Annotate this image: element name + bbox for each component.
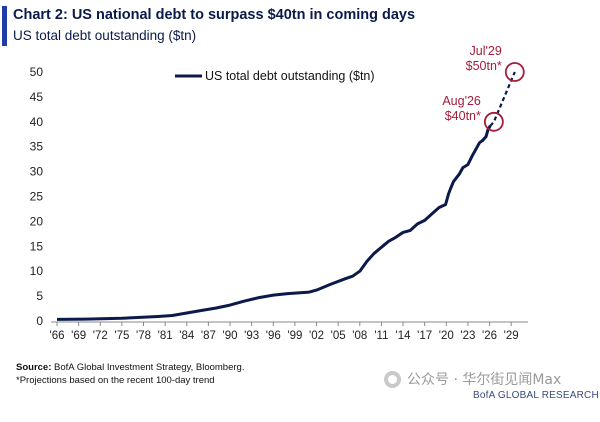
x-tick-label: '17: [417, 330, 432, 342]
wechat-icon: [384, 370, 401, 388]
annotation-circle: [504, 62, 525, 82]
x-tick-label: '26: [482, 330, 497, 342]
x-tick-label: '96: [266, 330, 281, 342]
debt-series-line: [56, 125, 492, 321]
x-tick-label: '11: [374, 330, 388, 342]
legend-label: US total debt outstanding ($tn): [205, 69, 375, 83]
y-tick-label: 25: [30, 190, 44, 204]
y-tick-label: 0: [36, 314, 43, 328]
x-tick-label: '02: [309, 330, 324, 342]
x-tick-label: '69: [71, 330, 86, 342]
x-tick-label: '05: [331, 330, 346, 342]
annotation-value: $50tn*: [466, 59, 502, 73]
x-tick-label: '14: [396, 330, 412, 342]
x-tick-label: '08: [352, 330, 367, 342]
annotation-date: Jul'29: [470, 44, 502, 58]
x-tick-label: '90: [223, 330, 238, 342]
x-tick-label: '87: [201, 330, 216, 342]
y-tick-label: 40: [30, 115, 44, 129]
annotation-circle: [483, 111, 504, 132]
x-tick-label: '81: [158, 330, 173, 342]
chart-footer: Source: BofA Global Investment Strategy,…: [16, 361, 244, 387]
x-tick-label: '78: [136, 330, 151, 342]
x-tick-label: '84: [179, 330, 195, 342]
x-tick-label: '23: [460, 330, 475, 342]
projection-note: *Projections based on the recent 100-day…: [16, 375, 215, 386]
y-tick-label: 50: [30, 65, 44, 79]
y-tick-label: 20: [30, 214, 44, 228]
brand-label: BofA GLOBAL RESEARCH: [473, 390, 599, 401]
x-tick-label: '20: [439, 330, 454, 342]
x-tick-label: '75: [114, 330, 129, 342]
annotation-date: Aug'26: [442, 94, 481, 108]
source-label: Source:: [16, 362, 52, 373]
chart-title: Chart 2: US national debt to surpass $40…: [13, 7, 416, 23]
watermark-text: 公众号 · 华尔街见闻Max: [407, 372, 562, 388]
y-tick-label: 10: [30, 264, 44, 278]
x-tick-label: '99: [287, 330, 302, 342]
x-tick-label: '29: [504, 330, 519, 342]
y-tick-label: 5: [36, 289, 43, 303]
chart-subtitle: US total debt outstanding ($tn): [13, 28, 197, 43]
title-accent-bar: [2, 6, 7, 46]
projection-line: [489, 71, 516, 127]
x-tick-label: '72: [93, 330, 108, 342]
y-tick-label: 30: [30, 165, 44, 179]
x-tick-label: '93: [244, 330, 259, 342]
y-tick-label: 35: [30, 140, 44, 154]
y-tick-label: 45: [30, 90, 44, 104]
annotation-value: $40tn*: [445, 109, 481, 123]
y-tick-label: 15: [30, 239, 44, 253]
source-text: BofA Global Investment Strategy, Bloombe…: [54, 362, 245, 373]
x-tick-label: '66: [50, 330, 65, 342]
watermark: 公众号 · 华尔街见闻Max: [384, 369, 561, 389]
